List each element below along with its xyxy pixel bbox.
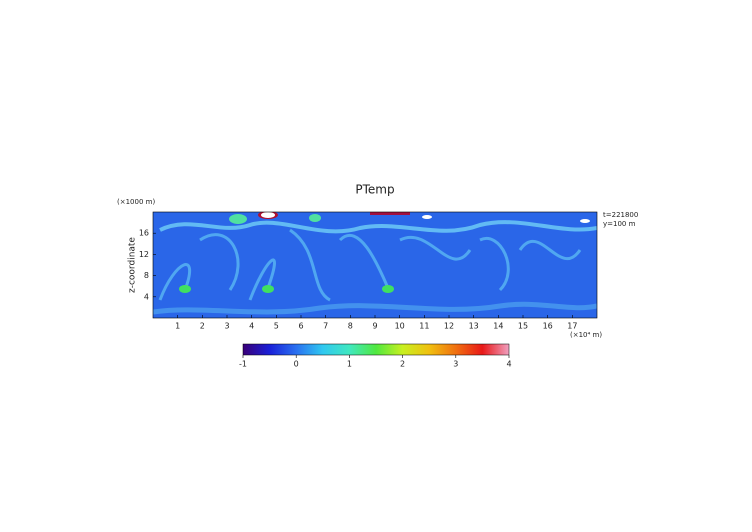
x-tick-label: 5 (274, 322, 279, 331)
colorbar-tick-label: 0 (294, 360, 299, 369)
x-tick-label: 6 (298, 322, 303, 331)
y-axis-label: z-coordinate (128, 237, 138, 293)
colorbar (242, 343, 510, 356)
x-tick-label: 1 (175, 322, 180, 331)
field-blobs (179, 212, 590, 293)
x-tick-label: 15 (518, 322, 528, 331)
chart-title: PTemp (355, 183, 394, 197)
colorbar-tick-label: 1 (347, 360, 352, 369)
x-tick-label: 10 (395, 322, 405, 331)
colorbar-tick-label: 2 (400, 360, 405, 369)
x-unit: (×10⁴ m) (570, 331, 602, 339)
y-tick-label: 8 (144, 271, 149, 280)
x-tick-label: 14 (493, 322, 503, 331)
x-tick-label: 12 (444, 322, 454, 331)
annotation: y=100 m (603, 220, 636, 228)
colorbar-tick-label: 4 (506, 360, 511, 369)
x-tick-label: 2 (200, 322, 205, 331)
y-tick-label: 16 (139, 229, 149, 238)
x-tick-label: 7 (323, 322, 328, 331)
y-tick-label: 4 (144, 292, 149, 301)
x-tick-label: 16 (543, 322, 553, 331)
colorbar-tick-label: -1 (239, 360, 247, 369)
field-swirls (153, 220, 597, 315)
x-tick-label: 11 (419, 322, 429, 331)
annotation: t=221800 (603, 211, 638, 219)
x-tick-label: 13 (469, 322, 479, 331)
x-tick-label: 3 (224, 322, 229, 331)
y-tick-label: 12 (139, 250, 149, 259)
x-tick-label: 9 (372, 322, 377, 331)
x-tick-label: 4 (249, 322, 254, 331)
x-tick-label: 8 (348, 322, 353, 331)
colorbar-tick-label: 3 (453, 360, 458, 369)
field (153, 212, 597, 318)
y-unit: (×1000 m) (117, 198, 155, 206)
x-tick-label: 17 (567, 322, 577, 331)
